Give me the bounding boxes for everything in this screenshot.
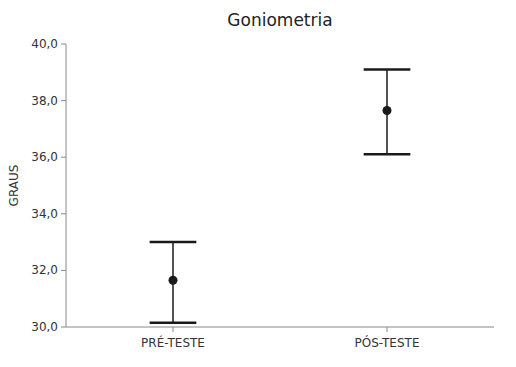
y-tick-label: 34,0	[31, 207, 58, 221]
chart-svg: Goniometria GRAUS 30,0 32,0 34,0 36,0 38,0 40,0…	[0, 0, 516, 367]
error-cap-lower	[364, 153, 411, 156]
chart-container: Goniometria GRAUS 30,0 32,0 34,0 36,0 38,0 40,0…	[0, 0, 516, 367]
y-tick	[61, 270, 66, 271]
error-cap-upper	[364, 68, 411, 71]
y-tick	[61, 213, 66, 214]
y-tick	[61, 327, 66, 328]
error-cap-lower	[150, 322, 197, 325]
title: Goniometria	[227, 10, 332, 30]
y-axis-line	[66, 44, 67, 327]
x-tick	[387, 327, 388, 332]
marks	[150, 69, 411, 322]
x-tick-label: PRÉ-TESTE	[141, 335, 205, 350]
x-tick-label: PÓS-TESTE	[355, 335, 420, 350]
y-tick	[61, 100, 66, 101]
y-tick-label: 40,0	[31, 37, 58, 51]
y-axis-label: GRAUS	[7, 165, 21, 207]
x-tick	[173, 327, 174, 332]
y-tick-label: 32,0	[31, 263, 58, 277]
x-axis-line	[66, 327, 494, 328]
y-tick	[61, 44, 66, 45]
mean-marker	[169, 276, 178, 285]
page: {"chart_data": {"type": "errorbar", "tit…	[0, 0, 516, 367]
y-tick-label: 38,0	[31, 94, 58, 108]
mean-marker	[383, 106, 392, 115]
y-tick-label: 30,0	[31, 320, 58, 334]
error-cap-upper	[150, 241, 197, 244]
y-tick	[61, 157, 66, 158]
y-tick-label: 36,0	[31, 150, 58, 164]
